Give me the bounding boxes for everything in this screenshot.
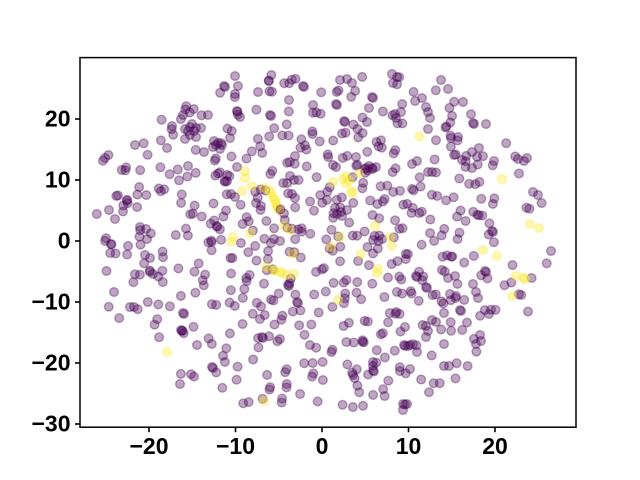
svg-text:−20: −20 bbox=[31, 350, 70, 376]
svg-text:0: 0 bbox=[316, 433, 329, 459]
svg-text:−20: −20 bbox=[129, 433, 168, 459]
svg-text:−10: −10 bbox=[216, 433, 255, 459]
svg-text:0: 0 bbox=[58, 228, 71, 254]
svg-text:20: 20 bbox=[482, 433, 508, 459]
svg-text:10: 10 bbox=[396, 433, 422, 459]
svg-text:10: 10 bbox=[45, 167, 71, 193]
svg-text:−10: −10 bbox=[31, 289, 70, 315]
svg-text:−30: −30 bbox=[31, 411, 70, 437]
svg-text:20: 20 bbox=[45, 106, 71, 132]
